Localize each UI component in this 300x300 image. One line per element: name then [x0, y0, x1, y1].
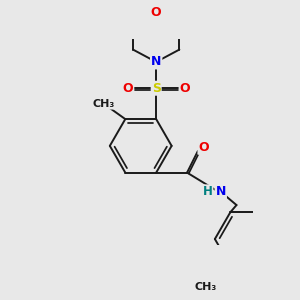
- Text: N: N: [216, 185, 226, 198]
- Text: O: O: [122, 82, 133, 95]
- Text: CH₃: CH₃: [195, 282, 217, 292]
- Text: CH₃: CH₃: [92, 99, 115, 109]
- Text: S: S: [152, 82, 161, 95]
- Text: N: N: [151, 56, 161, 68]
- Text: O: O: [151, 6, 161, 19]
- Text: O: O: [180, 82, 190, 95]
- Text: O: O: [199, 141, 209, 154]
- Text: H: H: [202, 185, 212, 198]
